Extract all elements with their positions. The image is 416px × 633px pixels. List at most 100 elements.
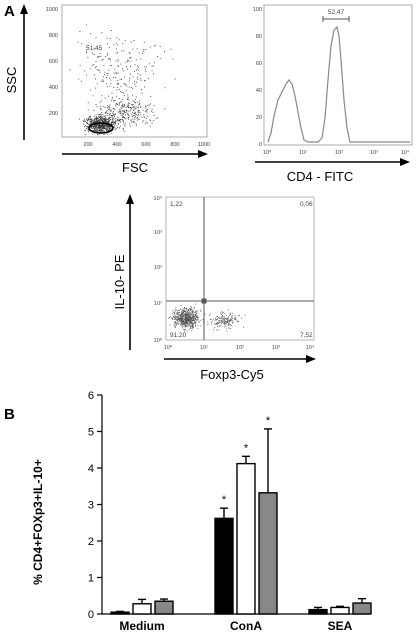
scatter-event [110, 126, 112, 127]
quadrant-event [227, 317, 228, 319]
quadrant-event [228, 309, 229, 311]
bar-ytick-label: 4 [88, 463, 94, 475]
quadrant-event [183, 318, 185, 320]
scatter-event [143, 50, 145, 52]
scatter-event [107, 128, 109, 129]
scatter-event [112, 116, 114, 118]
scatter-event [84, 120, 86, 122]
quadrant-event [173, 318, 175, 320]
scatter-event [102, 120, 103, 122]
scatter-event [101, 124, 102, 126]
scatter-event [101, 95, 103, 97]
quadrant-event [204, 313, 206, 315]
quadrant-event [186, 326, 188, 328]
quadrant-event [223, 320, 224, 322]
scatter-event [144, 110, 146, 112]
scatter-event [105, 128, 107, 130]
quadrant-event [214, 323, 216, 325]
scatter-ytick: 400 [49, 85, 58, 91]
scatter-event [103, 124, 105, 126]
quadrant-event [188, 313, 190, 315]
scatter-event [98, 124, 100, 126]
scatter-event [106, 125, 108, 127]
scatter-event [96, 117, 98, 119]
quadrant-event [177, 310, 179, 312]
scatter-event [115, 120, 117, 122]
scatter-event [140, 114, 142, 116]
scatter-event [108, 107, 110, 109]
quadrant-event [198, 320, 200, 322]
scatter-event [102, 116, 104, 118]
scatter-event [153, 105, 155, 106]
scatter-event [146, 66, 147, 68]
quadrant-event [191, 317, 193, 318]
scatter-event [123, 121, 124, 123]
scatter-event [164, 87, 166, 89]
quadrant-event [178, 317, 179, 319]
quadrant-event [191, 317, 193, 319]
histogram-xtick: 10⁴ [401, 149, 410, 156]
quadrant-event [185, 313, 186, 315]
scatter-event [110, 129, 112, 130]
quadrant-lower-left: 91,20 [170, 332, 187, 339]
scatter-event [129, 125, 131, 127]
scatter-event [102, 76, 104, 78]
quadrant-event [188, 314, 190, 316]
scatter-event [146, 115, 148, 117]
scatter-event [105, 120, 107, 122]
quadrant-event [220, 321, 222, 323]
quadrant-event [177, 316, 179, 318]
quadrant-xtick: 10¹ [200, 345, 208, 351]
scatter-event [99, 130, 100, 132]
scatter-event [119, 109, 121, 110]
scatter-event [124, 125, 126, 127]
quadrant-event [180, 315, 182, 316]
scatter-event [124, 117, 125, 118]
quadrant-event [187, 315, 189, 317]
scatter-event [106, 121, 108, 123]
scatter-event [110, 119, 112, 120]
scatter-event [113, 87, 115, 88]
quadrant-event [192, 324, 194, 326]
scatter-event [108, 108, 110, 110]
quadrant-event [225, 321, 227, 323]
scatter-event [101, 127, 103, 129]
quadrant-event [171, 319, 173, 320]
scatter-event [120, 121, 121, 123]
bar [214, 517, 234, 615]
quadrant-event [197, 318, 198, 320]
scatter-event [96, 106, 98, 108]
quadrant-event [235, 317, 236, 319]
scatter-event [106, 75, 108, 77]
scatter-event [101, 129, 102, 131]
quadrant-event [224, 323, 226, 325]
scatter-event [113, 126, 115, 128]
quadrant-event [188, 310, 190, 312]
scatter-event [107, 54, 109, 56]
quadrant-event [186, 313, 187, 315]
quadrant-event [174, 326, 176, 328]
scatter-xtick: 200 [83, 142, 92, 148]
scatter-event [134, 117, 136, 118]
quadrant-event [196, 310, 198, 312]
scatter-event [109, 106, 111, 108]
scatter-event [137, 111, 139, 113]
scatter-event [146, 111, 148, 113]
scatter-event [119, 102, 121, 104]
scatter-event [136, 118, 138, 120]
scatter-event [104, 121, 106, 123]
scatter-event [146, 122, 148, 124]
scatter-event [101, 100, 102, 102]
scatter-event [116, 103, 118, 105]
quadrant-event [190, 325, 192, 327]
scatter-event [97, 114, 99, 116]
quadrant-event [175, 318, 177, 319]
scatter-event [109, 121, 111, 123]
quadrant-event [210, 319, 212, 320]
scatter-event [127, 97, 129, 99]
quadrant-event [186, 321, 188, 322]
quadrant-plot: 1,22 0,06 91,20 7,52 10⁰ 10¹ 10² 10³ 10⁴… [112, 194, 316, 382]
scatter-event [114, 100, 116, 102]
quadrant-event [184, 309, 185, 311]
scatter-event [125, 109, 127, 111]
